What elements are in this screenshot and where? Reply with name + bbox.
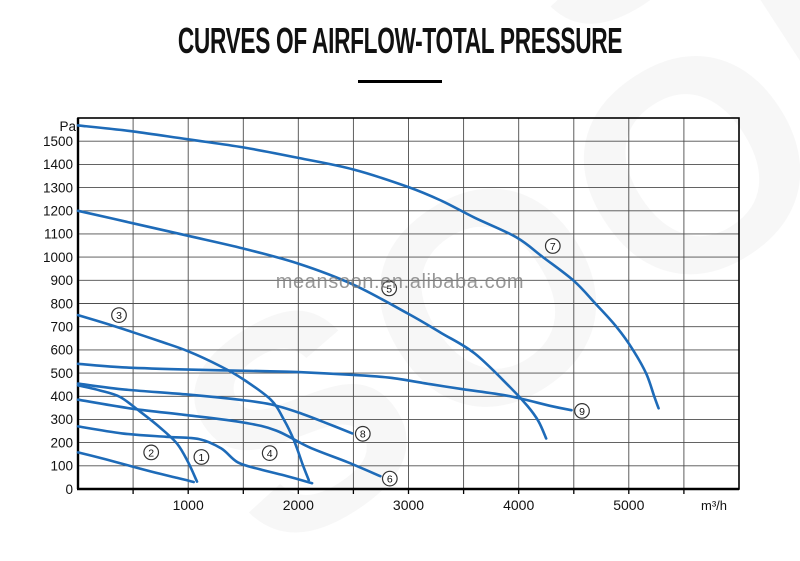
curve-label-7: 7 <box>544 238 561 254</box>
y-tick-label: 1500 <box>43 134 73 149</box>
x-axis-ticks <box>132 490 685 494</box>
y-tick-label: 1000 <box>43 250 73 265</box>
page-title: CURVES OF AIRFLOW-TOTAL PRESSURE <box>177 20 623 61</box>
x-tick-label: 2000 <box>283 497 314 513</box>
curve-label-5: 5 <box>381 280 398 297</box>
y-axis-labels: 0 100 200 300 400 500 600 700 800 900 1000 1100 1200… <box>43 119 77 497</box>
curve-label-9: 9 <box>574 403 590 419</box>
curve-1 <box>76 384 199 483</box>
svg-text:2: 2 <box>148 447 154 459</box>
x-tick-label: 5000 <box>613 497 644 513</box>
y-tick-label: 800 <box>50 296 73 311</box>
svg-text:7: 7 <box>550 241 556 253</box>
y-tick-label: 700 <box>50 320 73 335</box>
curve-label-4: 4 <box>261 445 278 462</box>
y-tick-label: 1100 <box>44 227 73 242</box>
curve-2 <box>76 451 195 484</box>
curve-label-6: 6 <box>381 470 398 487</box>
y-tick-label: 1400 <box>43 157 73 172</box>
y-tick-label: 400 <box>50 389 73 404</box>
curve-3 <box>76 313 311 482</box>
y-tick-label: 100 <box>50 459 73 474</box>
y-tick-label: 300 <box>50 412 73 427</box>
curve-label-2: 2 <box>143 444 160 461</box>
curve-label-1: 1 <box>193 449 210 465</box>
svg-text:1: 1 <box>198 452 204 464</box>
y-tick-label: 500 <box>50 366 73 381</box>
gridlines <box>78 118 739 489</box>
curve-5 <box>76 209 548 440</box>
svg-text:5: 5 <box>386 283 392 295</box>
x-tick-label: 4000 <box>503 497 534 513</box>
y-tick-label: 1200 <box>43 204 73 219</box>
x-tick-label: 1000 <box>173 497 204 513</box>
curve-8 <box>76 382 354 435</box>
curve-label-3: 3 <box>111 307 127 324</box>
y-tick-label: 600 <box>50 343 73 358</box>
svg-text:8: 8 <box>360 429 366 441</box>
y-tick-label: 900 <box>50 273 73 288</box>
curve-9 <box>76 362 573 412</box>
y-tick-label: 200 <box>50 435 73 450</box>
title-underline <box>358 80 442 83</box>
svg-text:4: 4 <box>267 448 273 460</box>
svg-text:3: 3 <box>116 310 122 322</box>
y-axis-unit: Pa <box>59 119 76 134</box>
svg-text:6: 6 <box>387 474 393 486</box>
curve-4 <box>76 425 314 485</box>
x-axis-unit: m³/h <box>701 498 727 513</box>
curve-6 <box>76 398 382 478</box>
x-tick-label: 3000 <box>393 497 424 513</box>
curve-7 <box>76 124 660 410</box>
curve-label-8: 8 <box>354 425 371 442</box>
svg-text:9: 9 <box>579 406 585 418</box>
x-axis-labels: 1000 2000 3000 4000 5000 m³/h <box>173 497 727 513</box>
y-tick-label: 0 <box>65 482 73 497</box>
y-tick-label: 1300 <box>43 180 73 195</box>
